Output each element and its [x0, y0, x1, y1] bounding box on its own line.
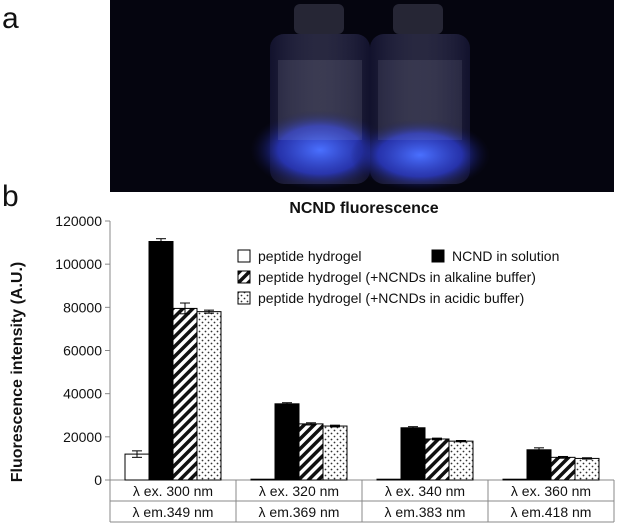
- x-category-label: λ ex. 360 nm: [511, 483, 591, 499]
- vials-photo: [110, 0, 614, 192]
- bar: [298, 423, 324, 481]
- bar: [322, 425, 348, 481]
- y-tick-label: 0: [94, 472, 102, 488]
- x-category-label-row2: λ em.349 nm: [133, 504, 214, 520]
- bar: [124, 453, 150, 481]
- bar: [172, 307, 198, 481]
- fluorescence-chart: NCND fluorescence Fluorescence intensity…: [9, 200, 615, 523]
- y-tick-label: 100000: [55, 256, 102, 272]
- bar: [196, 311, 222, 481]
- x-category-label: λ ex. 340 nm: [385, 483, 465, 499]
- bar: [574, 457, 600, 481]
- y-tick-label: 120000: [55, 213, 102, 229]
- x-category-label: λ ex. 320 nm: [259, 483, 339, 499]
- x-category-label-row2: λ em.418 nm: [511, 504, 592, 520]
- x-category-label-row2: λ em.369 nm: [259, 504, 340, 520]
- y-tick-label: 60000: [63, 343, 102, 359]
- vial-right: [350, 4, 490, 191]
- bar: [448, 440, 474, 481]
- y-tick-label: 80000: [63, 299, 102, 315]
- plot-area: 0 20000 40000 60000 80000 100000 120000 λ ex. 3…: [55, 213, 615, 523]
- legend-label: peptide hydrogel (+NCNDs in acidic buffe…: [258, 290, 524, 306]
- panel-b-label: b: [2, 180, 19, 213]
- panel-a-label: a: [2, 2, 19, 35]
- y-tick-label: 40000: [63, 386, 102, 402]
- vial-left: [250, 4, 390, 190]
- bar: [250, 478, 276, 481]
- bar: [424, 438, 450, 481]
- bar: [148, 241, 174, 481]
- legend-swatch: [237, 291, 251, 305]
- legend-label: peptide hydrogel: [258, 248, 362, 264]
- x-category-label: λ ex. 300 nm: [133, 483, 213, 499]
- y-axis-label: Fluorescence intensity (A.U.): [9, 262, 26, 483]
- legend-swatch: [237, 270, 251, 284]
- legend-swatch: [237, 249, 251, 263]
- legend-swatch: [431, 249, 445, 263]
- bar: [400, 427, 426, 481]
- legend: peptide hydrogel NCND in solution peptide …: [237, 248, 559, 306]
- legend-label: peptide hydrogel (+NCNDs in alkaline buf…: [258, 269, 536, 285]
- bar: [526, 449, 552, 481]
- bar: [550, 456, 576, 481]
- y-tick-label: 20000: [63, 429, 102, 445]
- bar: [502, 478, 528, 481]
- bar: [376, 478, 402, 481]
- chart-title: NCND fluorescence: [289, 200, 438, 217]
- bar: [274, 403, 300, 481]
- x-category-label-row2: λ em.383 nm: [385, 504, 466, 520]
- legend-label: NCND in solution: [452, 248, 559, 264]
